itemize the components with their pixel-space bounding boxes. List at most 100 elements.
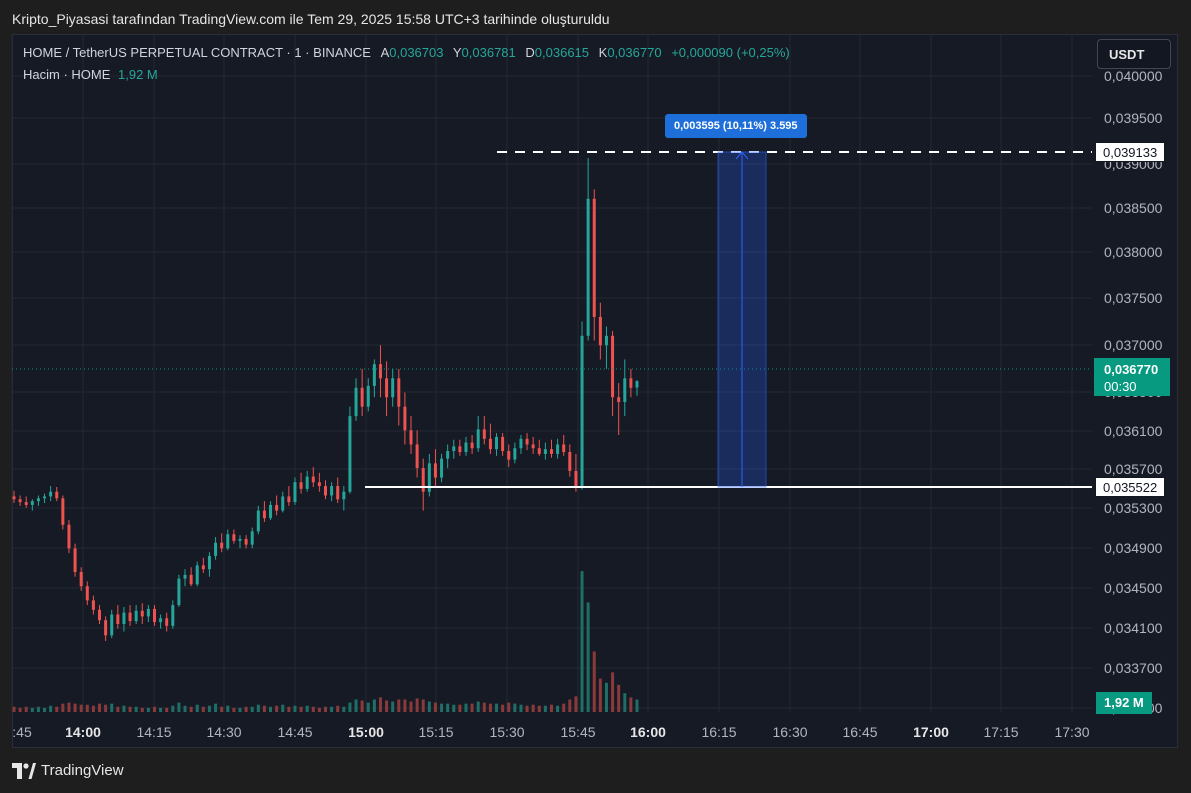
change-value: +0,000090 (+0,25%) [671,45,790,60]
volume-bar [61,703,65,712]
candle [586,158,590,341]
volume-bar [207,705,211,712]
volume-bar [336,705,340,712]
candle-body [104,620,108,636]
candle [476,416,480,453]
candle-body [305,476,309,489]
price-axis-label: 0,035700 [1104,461,1163,477]
candle-body [134,610,138,622]
candle [470,435,474,454]
candle-body [256,510,260,532]
candle-body [635,381,639,388]
candle [372,359,376,398]
volume-bar [580,571,584,712]
candle [116,605,120,629]
candle [592,189,596,341]
volume-bar [446,703,450,712]
volume-bar [507,702,511,712]
volume-bar [244,706,248,712]
candle-body [275,504,279,511]
volume-bar [482,702,486,712]
candle-body [116,614,120,624]
snapshot-title: Kripto_Piyasasi tarafından TradingView.c… [12,11,610,27]
candle-body [43,496,47,499]
candle-body [262,510,266,519]
candle-body [91,600,95,610]
candle [110,609,114,639]
candle-body [592,198,596,317]
candle-body [232,534,236,541]
volume-bar [281,704,285,712]
volume-bar [238,707,242,712]
time-axis-label: 14:45 [277,724,313,740]
volume-bar [635,699,639,712]
volume-bar [220,706,224,712]
candle [207,552,211,577]
currency-button[interactable]: USDT [1097,39,1171,69]
measure-label[interactable]: 0,003595 (10,11%) 3.595 [665,114,807,138]
candle-body [214,542,218,556]
candle [378,345,382,398]
time-axis-label: 17:30 [1054,724,1090,740]
candle [311,467,315,487]
candle-body [446,451,450,459]
candle-body [421,468,425,492]
candle [49,486,53,502]
candle-body [220,542,224,549]
candle [385,361,389,417]
candle [201,557,205,573]
volume-legend: Hacim · HOME 1,92 M [23,67,158,82]
candle [171,600,175,629]
volume-bar [305,705,309,712]
volume-bar [598,678,602,712]
candle-body [342,491,346,500]
volume-bar [55,706,59,712]
volume-bar [24,706,28,712]
candle-body [378,364,382,379]
volume-bar [574,696,578,712]
time-axis-label: 14:15 [136,724,172,740]
candle-body [336,486,340,500]
candle [24,496,28,508]
volume-bar [342,706,346,712]
candle-body [152,608,156,623]
volume-bar [537,705,541,712]
candle-body [543,449,547,454]
volume-price-tag: 1,92 M [1096,692,1152,714]
candle-body [110,614,114,636]
volume-bar [152,706,156,712]
candle [244,535,248,549]
candle-body [269,504,273,519]
price-axis-label: 0,040000 [1104,68,1163,84]
candle [269,501,273,521]
candle-body [372,364,376,386]
candle-body [562,444,566,453]
candle-body [201,565,205,570]
volume-bar [128,706,132,712]
candle [18,495,22,506]
candle-body [226,534,230,549]
candle [354,378,358,421]
candle-body [146,608,150,617]
candle-body [122,612,126,624]
candle [495,433,499,456]
candle [617,383,621,436]
volume-bar [433,702,437,712]
volume-label[interactable]: Hacim · HOME [23,67,111,82]
time-axis-label: 15:00 [348,724,384,740]
volume-bar [116,706,120,712]
volume-bar [250,706,254,712]
candle [342,486,346,511]
tradingview-brand[interactable]: TradingView [12,762,124,779]
candle-body [427,463,431,492]
symbol-name[interactable]: HOME / TetherUS PERPETUAL CONTRACT · 1 ·… [23,45,371,60]
candle [537,439,541,456]
candle [403,392,407,445]
volume-bar [488,703,492,712]
candle-body [440,458,444,478]
candle [330,482,334,502]
candle-body [611,335,615,398]
volume-bar [427,701,431,712]
candle-body [244,538,248,545]
